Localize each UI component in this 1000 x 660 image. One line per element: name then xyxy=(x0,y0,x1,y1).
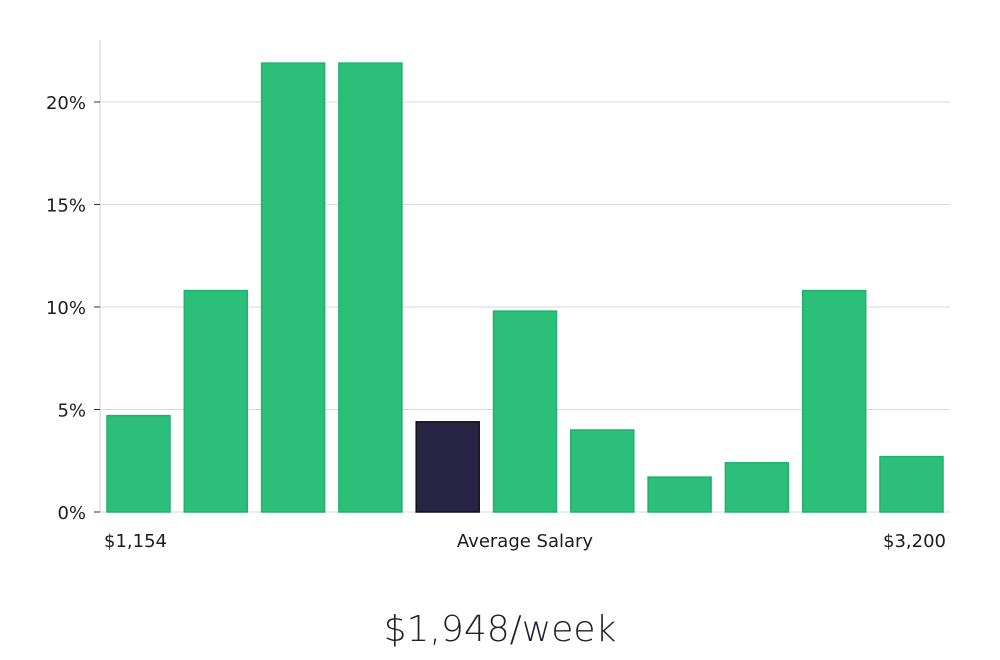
average-salary-value: $1,948/week xyxy=(383,609,617,650)
bar xyxy=(106,414,171,513)
bar xyxy=(260,62,326,513)
y-tick-label: 15% xyxy=(46,196,86,217)
bar xyxy=(492,310,558,513)
bar xyxy=(879,455,944,513)
bar xyxy=(647,476,712,513)
y-tick-label: 0% xyxy=(57,503,86,524)
bar-average-salary xyxy=(415,421,480,513)
bars xyxy=(106,62,944,513)
x-label-center: Average Salary xyxy=(457,531,594,552)
salary-histogram: 0% 5% 10% 15% 20% $1,154 Average Salary $3,2… xyxy=(46,40,950,552)
y-tick-label: 10% xyxy=(46,298,86,319)
bar xyxy=(724,462,790,513)
bar xyxy=(183,289,249,513)
y-axis-ticks: 0% 5% 10% 15% 20% xyxy=(46,93,100,524)
bar xyxy=(801,289,867,513)
x-label-max: $3,200 xyxy=(883,531,946,552)
y-tick-label: 20% xyxy=(46,93,86,114)
x-label-min: $1,154 xyxy=(104,531,167,552)
bar xyxy=(570,429,635,513)
bar xyxy=(338,62,403,513)
y-tick-label: 5% xyxy=(57,401,86,422)
